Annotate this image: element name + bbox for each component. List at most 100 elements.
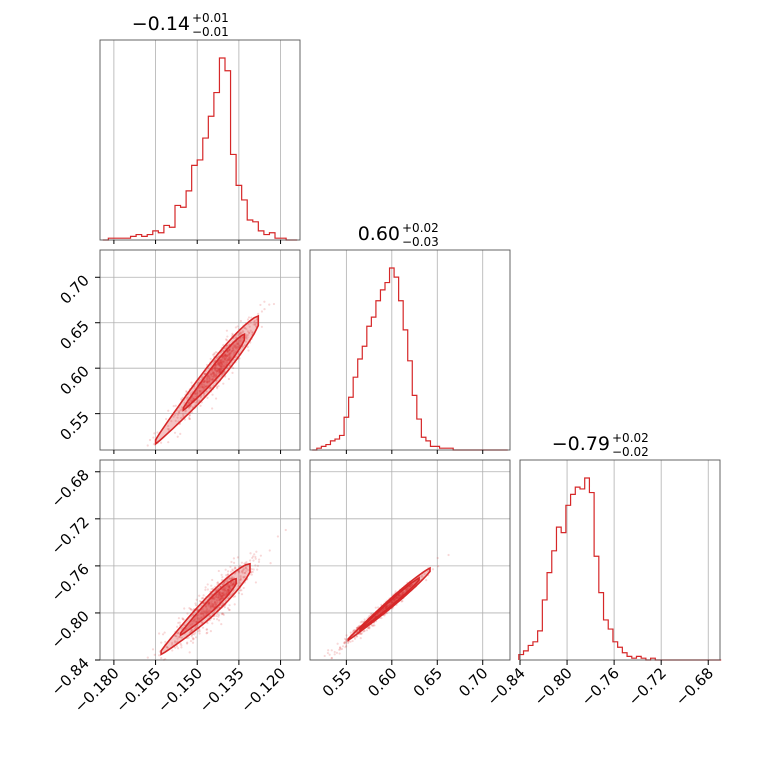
scatter-point — [194, 392, 197, 395]
scatter-point — [203, 380, 206, 383]
scatter-point — [175, 635, 178, 638]
param-err-plus-0: +0.01 — [192, 11, 229, 25]
scatter-point — [218, 359, 222, 362]
scatter-point — [344, 646, 347, 649]
scatter-point — [216, 387, 219, 390]
scatter-point — [254, 323, 257, 326]
scatter-point — [218, 594, 221, 597]
scatter-point — [380, 603, 383, 606]
scatter-point — [214, 594, 218, 597]
scatter-point — [213, 374, 216, 377]
scatter-point — [212, 367, 216, 370]
scatter-point — [391, 601, 394, 604]
scatter-point — [199, 385, 202, 388]
scatter-point — [171, 641, 174, 644]
scatter-point — [235, 347, 239, 350]
scatter-point — [189, 623, 192, 626]
scatter-point — [223, 355, 226, 358]
histogram-bin — [231, 154, 237, 240]
scatter-point — [209, 606, 212, 609]
scatter-point — [386, 604, 390, 608]
scatter-point — [203, 380, 206, 383]
scatter-point — [202, 612, 205, 615]
scatter-point — [395, 596, 399, 599]
scatter-point — [359, 632, 362, 636]
scatter-point — [222, 359, 225, 362]
scatter-point — [226, 359, 229, 362]
scatter-point — [210, 605, 213, 608]
scatter-point — [221, 360, 224, 364]
scatter-point — [392, 599, 395, 602]
scatter-point — [360, 620, 364, 623]
scatter-point — [388, 603, 391, 606]
scatter-point — [216, 592, 219, 596]
scatter-point — [241, 571, 244, 574]
scatter-point — [227, 349, 230, 352]
scatter-point — [207, 602, 210, 605]
scatter-point — [379, 611, 382, 614]
scatter-point — [201, 382, 204, 386]
scatter-point — [233, 581, 236, 584]
scatter-point — [229, 356, 232, 359]
scatter-point — [203, 610, 206, 614]
scatter-point — [197, 381, 200, 384]
scatter-point — [164, 640, 167, 643]
scatter-point — [411, 583, 414, 587]
scatter-point — [236, 342, 239, 345]
scatter-point — [245, 567, 248, 570]
scatter-point — [214, 603, 218, 606]
scatter-point — [260, 325, 263, 328]
scatter-point — [176, 647, 180, 650]
scatter-point — [200, 612, 203, 615]
histogram-bin — [214, 93, 220, 240]
y-tick-label: 0.55 — [56, 408, 92, 444]
scatter-point — [215, 614, 218, 618]
scatter-point — [239, 576, 242, 579]
scatter-point — [202, 609, 205, 613]
scatter-point — [213, 600, 217, 603]
scatter-point — [251, 331, 254, 334]
scatter-point — [210, 584, 213, 587]
scatter-point — [218, 370, 221, 373]
scatter-point — [384, 605, 387, 609]
scatter-point — [251, 556, 254, 560]
histogram-bin — [547, 573, 552, 660]
scatter-point — [211, 393, 214, 396]
scatter-point — [181, 618, 185, 621]
scatter-point — [368, 627, 371, 630]
scatter-point — [146, 444, 149, 447]
scatter-point — [224, 586, 227, 589]
scatter-point — [218, 369, 222, 372]
scatter-point — [392, 598, 395, 602]
scatter-point — [214, 367, 217, 370]
scatter-point — [187, 407, 191, 410]
scatter-point — [222, 382, 225, 385]
scatter-point — [174, 646, 177, 649]
scatter-point — [234, 326, 237, 329]
scatter-point — [224, 358, 227, 361]
scatter-point — [200, 597, 204, 600]
scatter-point — [228, 364, 231, 367]
scatter-point — [215, 601, 219, 604]
histogram-bin — [435, 446, 440, 450]
scatter-point — [231, 582, 234, 586]
scatter-point — [206, 374, 209, 377]
scatter-point — [178, 409, 181, 412]
scatter-point — [402, 591, 405, 594]
histogram-bin — [153, 231, 159, 240]
scatter-point — [224, 354, 227, 357]
scatter-point — [218, 597, 221, 600]
scatter-point — [224, 356, 228, 359]
scatter-point — [241, 345, 244, 348]
scatter-point — [380, 610, 383, 613]
scatter-point — [218, 592, 221, 595]
scatter-point — [195, 393, 198, 396]
x-tick-label: −0.76 — [578, 664, 623, 709]
scatter-point — [436, 556, 439, 560]
scatter-point — [206, 631, 209, 634]
histogram-bin — [519, 655, 524, 660]
scatter-point — [239, 575, 242, 578]
scatter-point — [205, 612, 208, 615]
scatter-point — [220, 591, 223, 595]
scatter-point — [394, 590, 397, 593]
